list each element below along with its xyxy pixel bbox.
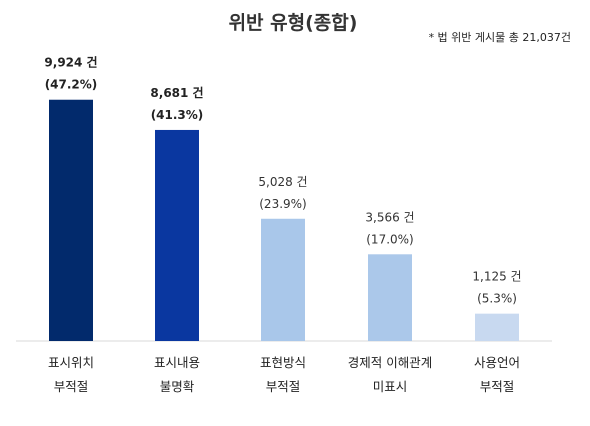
bar <box>368 254 412 341</box>
category-label: 표시내용 <box>154 355 200 370</box>
value-label: 8,681 건 <box>150 85 203 100</box>
bar <box>475 313 519 341</box>
percent-label: (23.9%) <box>259 197 306 211</box>
category-label: 표현방식 <box>260 355 306 370</box>
percent-label: (41.3%) <box>151 108 204 122</box>
category-label: 표시위치 <box>48 355 94 370</box>
bar <box>155 129 199 341</box>
value-label: 5,028 건 <box>258 175 307 189</box>
category-label: 부적절 <box>54 379 89 394</box>
value-label: 1,125 건 <box>472 270 521 284</box>
chart-title: 위반 유형(종합) <box>229 12 358 34</box>
category-label: 부적절 <box>266 379 301 394</box>
category-label: 사용언어 <box>474 355 520 370</box>
category-label: 경제적 이해관계 <box>348 355 432 370</box>
value-label: 3,566 건 <box>365 210 414 224</box>
category-label: 미표시 <box>373 379 408 394</box>
category-label: 불명확 <box>160 379 195 394</box>
percent-label: (47.2%) <box>45 78 98 92</box>
total-note: * 법 위반 게시물 총 21,037건 <box>429 31 571 44</box>
percent-label: (17.0%) <box>366 232 413 246</box>
value-label: 9,924 건 <box>44 55 97 70</box>
bar <box>261 218 305 341</box>
category-label: 부적절 <box>480 379 515 394</box>
percent-label: (5.3%) <box>477 292 517 306</box>
bar <box>49 99 93 341</box>
